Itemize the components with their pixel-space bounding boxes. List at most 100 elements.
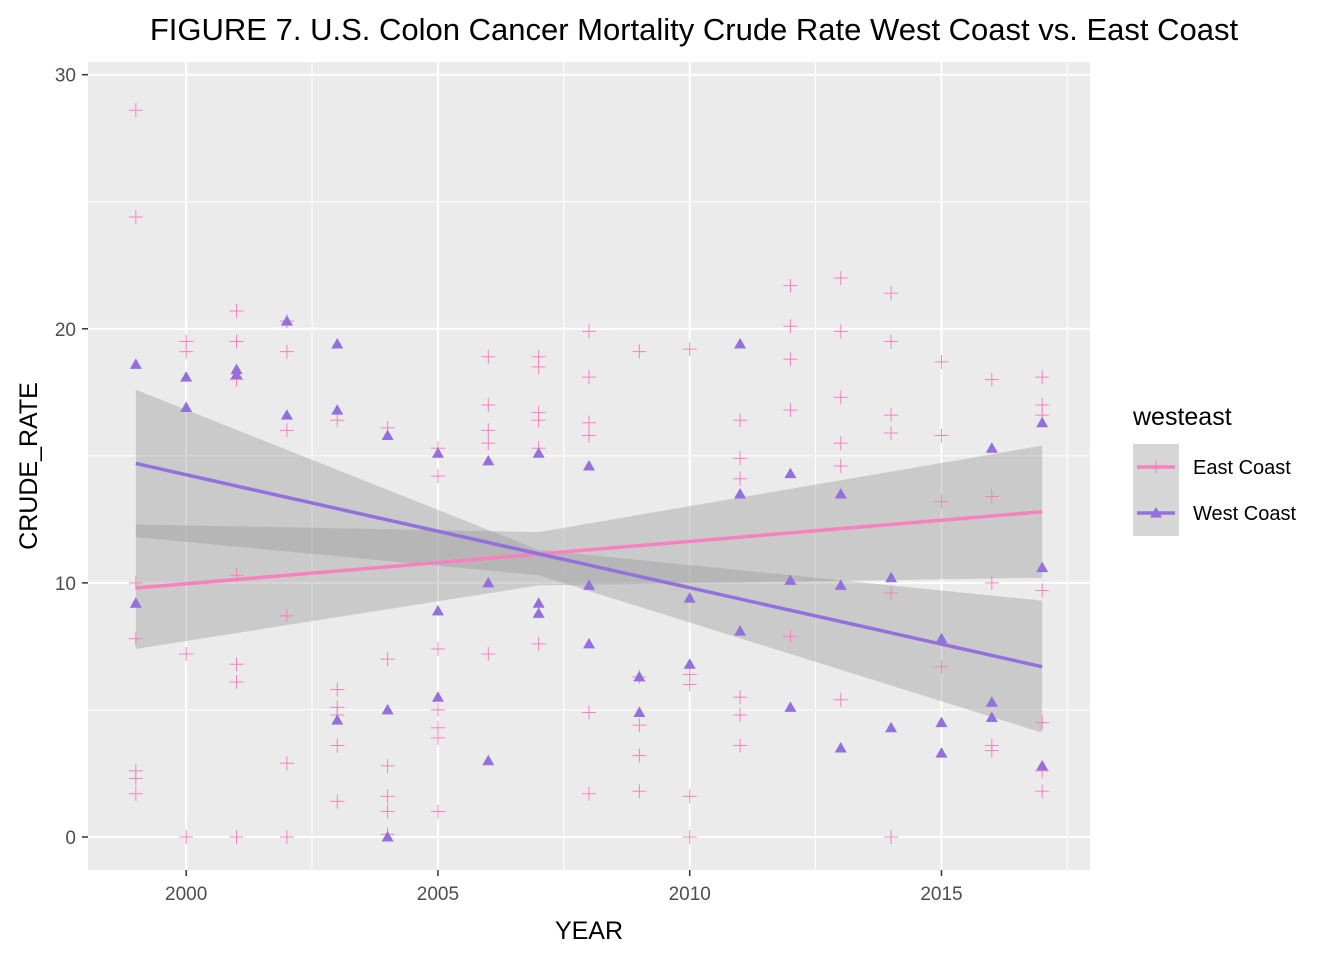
trend-line <box>135 509 1043 590</box>
data-point <box>834 487 847 499</box>
data-point <box>783 278 798 293</box>
data-point <box>179 344 194 359</box>
data-point <box>128 209 143 224</box>
data-point <box>431 604 444 616</box>
data-point <box>380 804 395 819</box>
data-point <box>229 829 244 844</box>
data-point <box>331 404 344 415</box>
data-point <box>279 423 294 438</box>
data-point <box>229 334 244 349</box>
data-point <box>330 682 345 697</box>
confidence-bands <box>135 389 1043 733</box>
data-point <box>331 714 344 725</box>
x-tick-label: 2010 <box>669 884 711 905</box>
data-point <box>1036 561 1049 573</box>
data-point <box>583 637 595 649</box>
data-point <box>531 359 546 374</box>
data-point <box>884 334 899 349</box>
data-point <box>934 494 949 509</box>
data-point <box>984 743 999 758</box>
confidence-band <box>135 389 1043 733</box>
y-tick-label: 30 <box>55 66 76 87</box>
data-point <box>985 442 998 453</box>
confidence-band <box>135 445 1043 649</box>
data-point <box>331 338 344 349</box>
data-point <box>582 705 596 720</box>
data-point <box>582 428 596 443</box>
y-axis: 0 10 20 30 <box>55 66 88 849</box>
trend-lines <box>135 461 1043 669</box>
data-point <box>935 716 948 728</box>
x-tick-label: 2000 <box>165 884 207 905</box>
data-point <box>481 647 496 662</box>
data-point <box>1035 715 1050 730</box>
y-axis-title: CRUDE_RATE <box>15 382 43 550</box>
data-point <box>583 460 595 471</box>
data-point <box>381 429 394 441</box>
data-point <box>230 368 243 380</box>
data-point <box>229 304 244 319</box>
data-point <box>532 607 545 618</box>
data-point <box>430 641 445 656</box>
data-point <box>531 413 546 428</box>
data-point <box>783 629 798 644</box>
data-point <box>682 342 697 357</box>
data-point <box>380 758 395 773</box>
data-point <box>934 354 949 369</box>
data-point <box>984 489 999 504</box>
data-point <box>834 579 847 590</box>
data-point <box>381 703 394 715</box>
data-point <box>430 730 445 745</box>
data-point <box>1035 370 1050 385</box>
data-point <box>129 358 142 369</box>
data-point <box>280 409 293 420</box>
data-point <box>682 677 697 692</box>
data-point <box>733 471 748 486</box>
data-point <box>784 574 797 585</box>
data-point <box>733 708 748 723</box>
data-point <box>482 454 495 466</box>
data-point <box>128 631 143 646</box>
data-point <box>229 674 244 689</box>
data-point <box>833 459 848 473</box>
data-point <box>380 789 395 804</box>
data-point <box>279 829 294 844</box>
data-point <box>784 467 797 479</box>
data-point <box>179 647 194 662</box>
data-point <box>129 597 142 608</box>
data-point <box>582 415 596 430</box>
data-point <box>431 691 444 702</box>
data-point <box>885 571 898 583</box>
data-point <box>633 706 646 717</box>
data-point <box>179 829 194 844</box>
data-point <box>381 830 394 842</box>
data-point <box>1036 416 1049 428</box>
legend-label: East Coast <box>1193 457 1291 479</box>
data-point <box>582 786 596 801</box>
data-point <box>884 286 899 301</box>
data-point <box>582 324 596 339</box>
data-point <box>632 718 647 733</box>
data-point <box>734 487 747 499</box>
data-point <box>784 701 797 712</box>
data-point <box>935 747 948 758</box>
data-point <box>180 371 193 382</box>
data-point <box>833 324 848 339</box>
data-point <box>1035 583 1050 598</box>
legend: westeast East Coast West Coast <box>1132 403 1296 536</box>
data-point <box>279 344 294 359</box>
data-point <box>783 403 798 418</box>
data-point <box>934 428 949 443</box>
data-point <box>935 632 948 644</box>
data-point <box>833 692 848 707</box>
data-point <box>734 625 747 636</box>
data-point <box>532 597 545 608</box>
y-tick-label: 0 <box>65 828 76 849</box>
data-point <box>632 344 647 359</box>
data-point <box>481 423 496 438</box>
data-point <box>984 575 999 590</box>
y-tick-label: 10 <box>55 574 76 595</box>
grid-minor <box>88 62 1090 870</box>
data-point <box>430 469 445 484</box>
data-point <box>885 721 898 733</box>
